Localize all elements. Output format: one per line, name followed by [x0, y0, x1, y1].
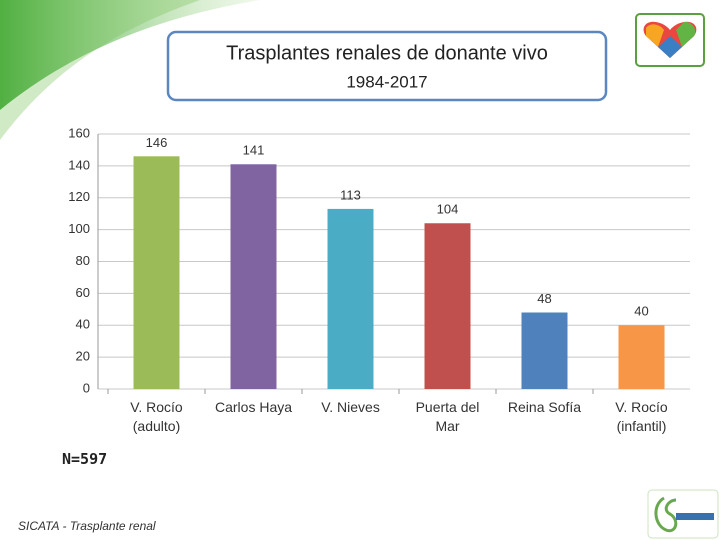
y-tick-label: 100	[68, 221, 90, 236]
y-tick-label: 140	[68, 157, 90, 172]
footer: SICATA - Trasplante renal	[18, 519, 156, 533]
bar	[133, 156, 180, 389]
chart-title: Trasplantes renales de donante vivo	[226, 42, 548, 64]
x-tick-label: V. Rocío (adulto)	[130, 399, 183, 434]
logo-nefrologia	[647, 489, 719, 539]
bar	[327, 208, 374, 389]
y-tick-label: 20	[76, 349, 90, 364]
bar	[521, 312, 568, 389]
data-label: 48	[537, 291, 551, 306]
data-label: 113	[340, 187, 361, 202]
y-tick-label: 120	[68, 189, 90, 204]
bar	[230, 164, 277, 389]
x-tick-label: Carlos Haya	[214, 399, 293, 415]
decor-swoosh	[0, 0, 200, 140]
x-tick-label: Reina Sofía	[507, 399, 582, 415]
decor-swoosh	[0, 0, 260, 110]
chart-subtitle: 1984-2017	[346, 72, 427, 91]
x-tick-label: V. Nieves	[321, 399, 380, 415]
data-label: 40	[634, 304, 648, 319]
data-label: 104	[437, 202, 459, 217]
data-label: 146	[146, 135, 168, 150]
logo-heart	[635, 13, 705, 67]
y-tick-label: 160	[68, 125, 90, 140]
title-box	[166, 30, 608, 102]
x-tick-label: V. Rocío (infantil)	[615, 399, 668, 434]
data-label: 141	[243, 143, 265, 158]
bar	[618, 325, 665, 389]
bar	[424, 223, 471, 389]
y-tick-label: 60	[76, 285, 90, 300]
x-tick-label: Puerta del Mar	[415, 399, 480, 434]
y-tick-label: 40	[76, 317, 90, 332]
y-tick-label: 0	[83, 380, 90, 395]
annotation: N=597	[62, 450, 108, 468]
y-tick-label: 80	[76, 253, 90, 268]
